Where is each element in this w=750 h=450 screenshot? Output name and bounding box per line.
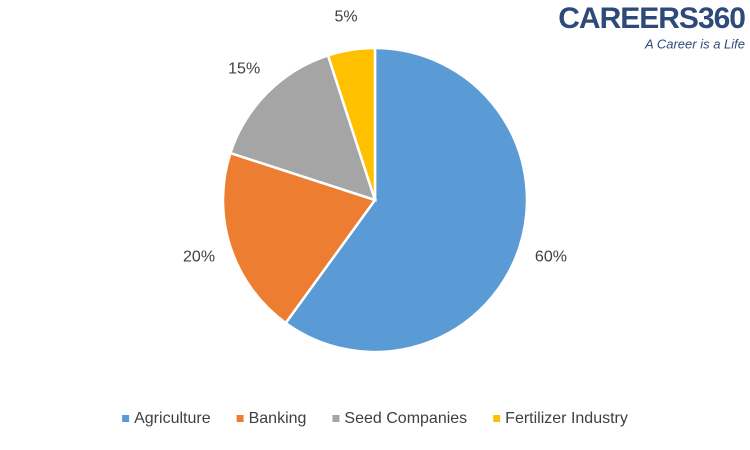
legend-label: Banking (249, 410, 307, 427)
data-label: 20% (183, 248, 215, 265)
logo-tagline: A Career is a Life (644, 36, 745, 51)
pie-slice (326, 46, 377, 201)
legend-marker (493, 415, 501, 422)
legend-label: Fertilizer Industry (505, 410, 628, 427)
legend-label: Agriculture (134, 410, 211, 427)
data-label: 60% (535, 248, 567, 265)
pie-slice (221, 151, 378, 325)
legend-marker (332, 415, 340, 422)
legend-marker (236, 415, 244, 422)
data-label: 5% (334, 8, 357, 25)
pie-slice (283, 46, 529, 354)
data-label: 15% (228, 60, 260, 77)
legend-label: Seed Companies (344, 410, 467, 427)
legend-marker (122, 415, 130, 422)
logo: CAREERS360 (558, 2, 745, 35)
